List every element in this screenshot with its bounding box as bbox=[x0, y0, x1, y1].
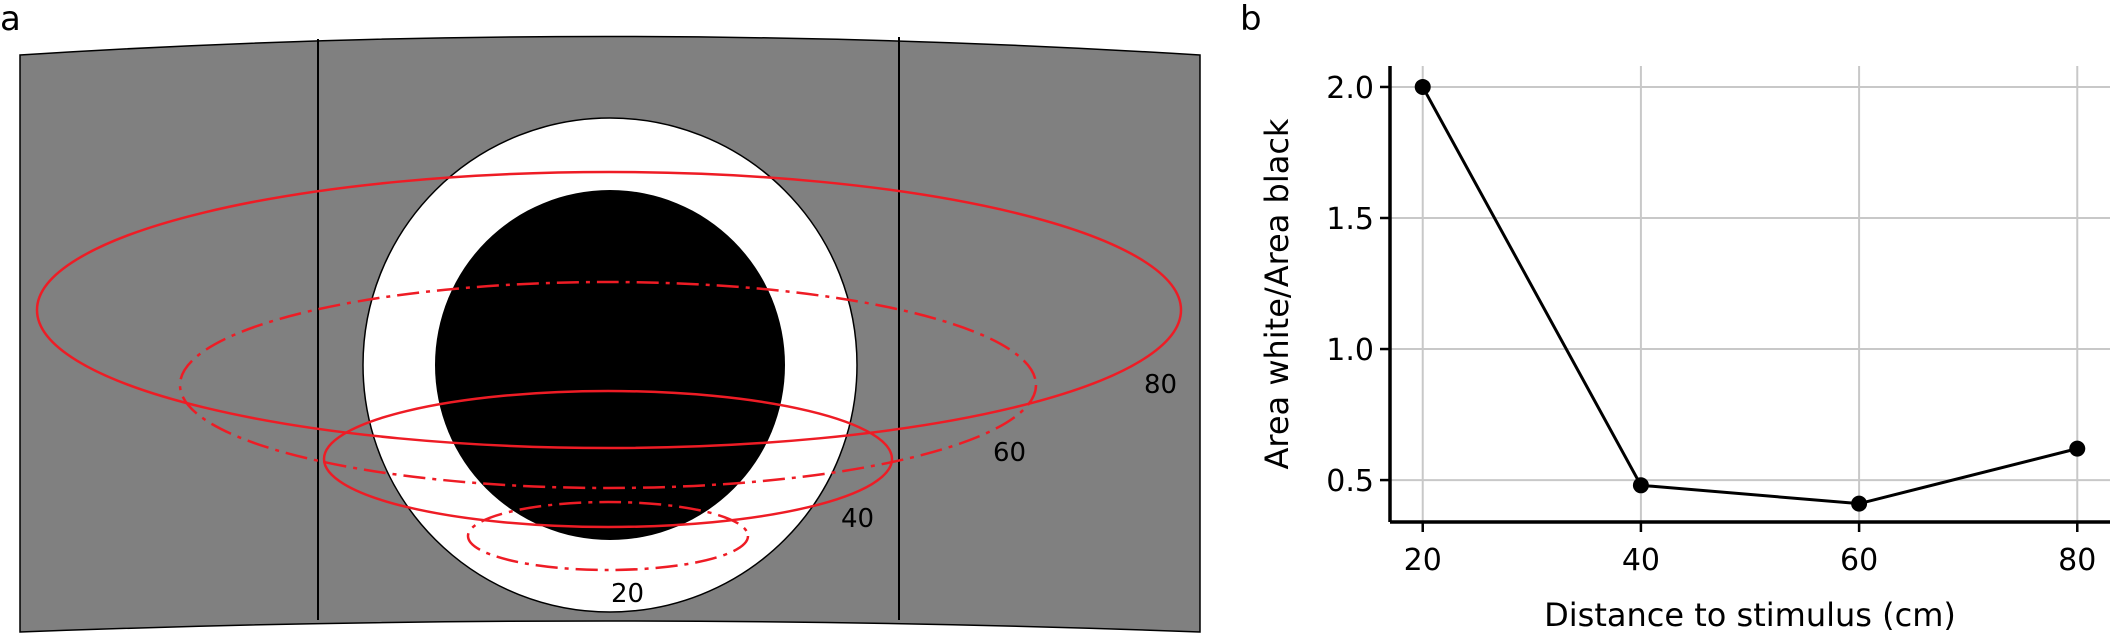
x-tick-label-60: 60 bbox=[1840, 543, 1878, 578]
x-axis-title: Distance to stimulus (cm) bbox=[1544, 596, 1956, 634]
y-tick-label-0.5: 0.5 bbox=[1326, 464, 1374, 499]
line-chart: 20 40 60 80 0.5 1.0 1.5 2.0 Distance to stimulus… bbox=[1258, 66, 2110, 634]
contour-20 bbox=[466, 500, 750, 572]
series-line bbox=[1421, 86, 2078, 506]
x-tick-label-20: 20 bbox=[1404, 543, 1442, 578]
x-tick-label-40: 40 bbox=[1622, 543, 1660, 578]
x-tick-label-80: 80 bbox=[2058, 543, 2096, 578]
panel-b-letter: b bbox=[1240, 0, 1262, 39]
y-tick-label-1.5: 1.5 bbox=[1326, 202, 1374, 237]
contour-label-80: 80 bbox=[1144, 370, 1177, 400]
stimulus-inner-circle bbox=[435, 190, 785, 540]
data-point-20 bbox=[1414, 78, 1431, 95]
contour-80 bbox=[35, 170, 1183, 450]
contour-label-40: 40 bbox=[841, 504, 874, 534]
contour-label-20: 20 bbox=[611, 579, 644, 609]
y-tick-label-1.0: 1.0 bbox=[1326, 333, 1374, 368]
panel-a-letter: a bbox=[0, 0, 21, 39]
data-point-60 bbox=[1851, 495, 1868, 512]
data-point-40 bbox=[1632, 477, 1649, 494]
y-axis-title: Area white/Area black bbox=[1258, 118, 1296, 469]
data-point-80 bbox=[2069, 440, 2086, 457]
contour-40 bbox=[322, 389, 894, 529]
contour-label-60: 60 bbox=[993, 438, 1026, 468]
contour-60 bbox=[178, 280, 1038, 490]
y-tick-label-2.0: 2.0 bbox=[1326, 71, 1374, 106]
